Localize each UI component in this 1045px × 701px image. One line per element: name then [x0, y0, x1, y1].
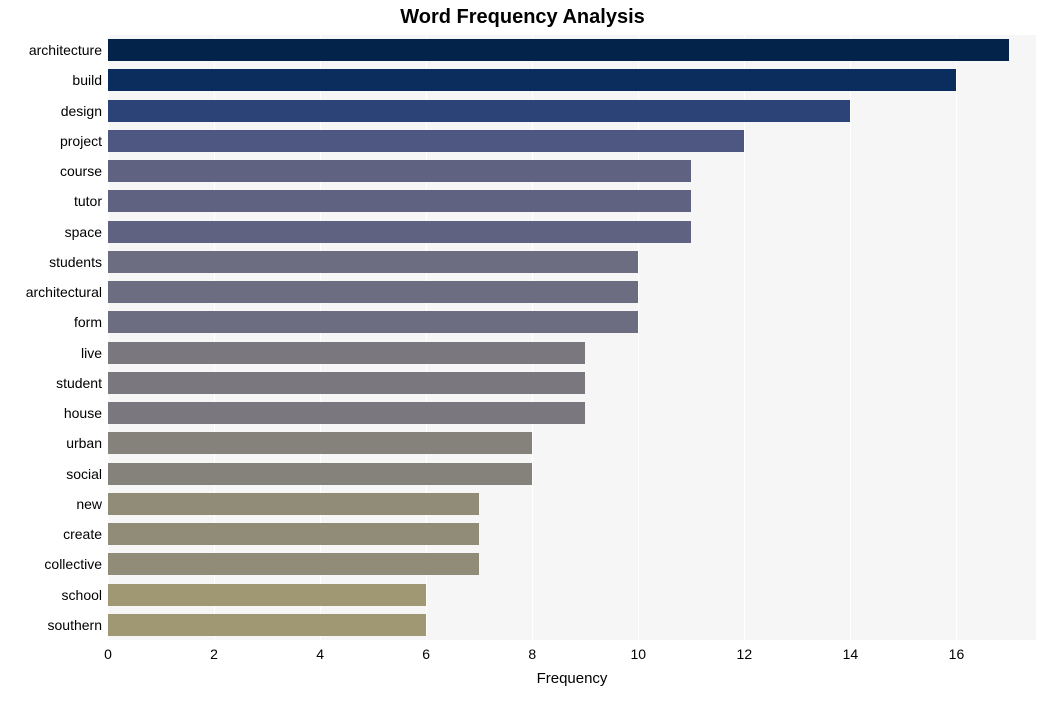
y-tick-label: space [65, 224, 108, 240]
bar [108, 342, 585, 364]
grid-line [744, 35, 745, 640]
bar [108, 251, 638, 273]
y-tick-label: create [63, 526, 108, 542]
bar [108, 432, 532, 454]
grid-line [108, 35, 109, 640]
y-tick-label: tutor [74, 193, 108, 209]
bar [108, 614, 426, 636]
x-tick-label: 2 [210, 640, 218, 662]
y-tick-label: architecture [29, 42, 108, 58]
grid-line [532, 35, 533, 640]
grid-line [426, 35, 427, 640]
x-tick-label: 8 [528, 640, 536, 662]
y-tick-label: social [66, 466, 108, 482]
y-tick-label: project [60, 133, 108, 149]
bar [108, 190, 691, 212]
bar [108, 281, 638, 303]
bar [108, 130, 744, 152]
grid-line [956, 35, 957, 640]
grid-line [638, 35, 639, 640]
bar [108, 553, 479, 575]
y-tick-label: architectural [26, 284, 108, 300]
x-tick-label: 4 [316, 640, 324, 662]
y-tick-label: student [56, 375, 108, 391]
x-tick-label: 14 [843, 640, 859, 662]
y-tick-label: students [49, 254, 108, 270]
y-tick-label: live [81, 345, 108, 361]
y-tick-label: school [62, 587, 108, 603]
y-tick-label: collective [44, 556, 108, 572]
bar [108, 100, 850, 122]
chart-title: Word Frequency Analysis [0, 6, 1045, 29]
grid-line [850, 35, 851, 640]
y-tick-label: course [60, 163, 108, 179]
x-tick-label: 6 [422, 640, 430, 662]
bar [108, 221, 691, 243]
y-tick-label: southern [48, 617, 108, 633]
y-tick-label: house [64, 405, 108, 421]
y-tick-label: build [72, 72, 108, 88]
grid-line [320, 35, 321, 640]
x-tick-label: 12 [737, 640, 753, 662]
grid-line [214, 35, 215, 640]
y-tick-label: new [76, 496, 108, 512]
bar [108, 372, 585, 394]
bar [108, 39, 1009, 61]
bar [108, 402, 585, 424]
x-tick-label: 16 [949, 640, 965, 662]
bar [108, 584, 426, 606]
bar [108, 523, 479, 545]
y-tick-label: design [61, 103, 108, 119]
plot-area: Frequency 0246810121416architecturebuild… [108, 35, 1036, 640]
bar [108, 493, 479, 515]
bar [108, 160, 691, 182]
word-frequency-chart: Word Frequency Analysis Frequency 024681… [0, 0, 1045, 701]
y-tick-label: urban [66, 435, 108, 451]
x-tick-label: 0 [104, 640, 112, 662]
x-tick-label: 10 [630, 640, 646, 662]
bar [108, 311, 638, 333]
x-axis-title: Frequency [108, 640, 1036, 687]
bar [108, 463, 532, 485]
y-tick-label: form [74, 314, 108, 330]
bar [108, 69, 956, 91]
